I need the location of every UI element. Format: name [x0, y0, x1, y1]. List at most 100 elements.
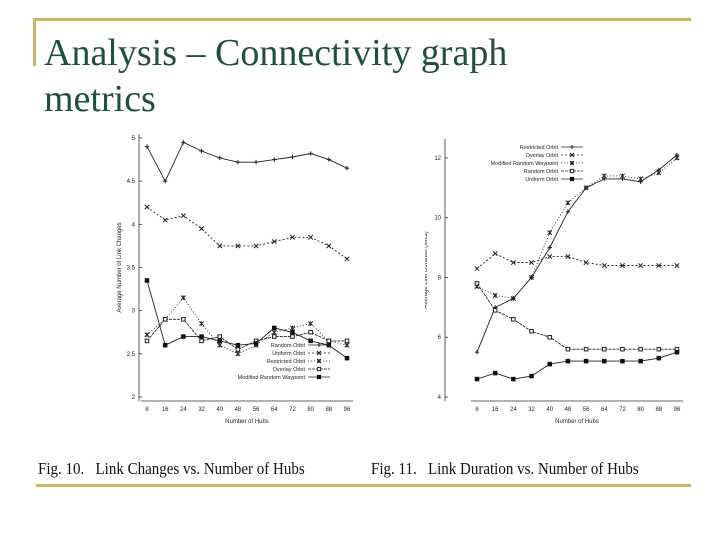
data-point [289, 234, 296, 240]
data-point [144, 144, 150, 149]
data-point [180, 295, 186, 301]
data-point [162, 217, 168, 223]
x-tick-label: 88 [325, 407, 332, 413]
series-line [476, 351, 678, 380]
series-random-orbit [144, 140, 350, 184]
slide-bottom-rule [36, 484, 691, 487]
data-point [674, 155, 680, 161]
data-point [601, 173, 607, 179]
data-point [272, 334, 277, 339]
legend-entry-label: Restricted Orbit [520, 145, 559, 151]
data-point [199, 334, 204, 339]
x-axis-title: Number of Hubs [225, 419, 269, 425]
y-tick-label: 4 [438, 395, 442, 401]
data-point [344, 342, 350, 348]
data-point [638, 346, 643, 352]
legend-entry-marker [316, 358, 322, 364]
data-point [308, 234, 314, 240]
data-point [235, 351, 241, 357]
x-tick-label: 32 [198, 407, 205, 413]
series-line [476, 253, 677, 269]
data-point [344, 166, 350, 171]
series-overlay-orbit [474, 251, 680, 272]
series-line [146, 206, 348, 260]
x-tick-label: 56 [583, 407, 590, 413]
data-point [619, 262, 626, 269]
x-tick-label: 96 [674, 407, 681, 413]
series-restricted-orbit [474, 152, 680, 355]
data-point [199, 338, 204, 344]
data-point [565, 209, 571, 214]
data-point [529, 328, 534, 334]
legend-entry-marker [569, 152, 575, 158]
data-point [344, 256, 350, 262]
legend-entry-marker [570, 145, 574, 149]
y-tick-label: 4 [132, 222, 136, 228]
data-point [638, 358, 643, 364]
data-point [510, 259, 516, 266]
x-tick-label: 48 [235, 407, 242, 413]
data-point [272, 157, 277, 162]
data-point [601, 262, 607, 269]
data-point [620, 346, 625, 352]
y-tick-label: 10 [434, 216, 441, 222]
data-point [547, 334, 552, 340]
data-point [290, 154, 295, 160]
data-point [474, 281, 480, 286]
data-point [565, 200, 571, 206]
data-point [180, 213, 186, 219]
legend-entry-marker [316, 374, 322, 380]
data-point [547, 361, 552, 367]
x-tick-label: 16 [492, 407, 499, 413]
y-tick-label: 2.5 [127, 352, 136, 358]
data-point [290, 329, 295, 335]
y-tick-label: 4.5 [127, 179, 136, 185]
data-point [144, 204, 150, 210]
data-point [235, 159, 241, 165]
series-modified-random-waypoint [474, 155, 680, 301]
data-point [217, 338, 222, 344]
data-point [528, 274, 535, 281]
x-tick-label: 80 [637, 407, 644, 413]
data-point [638, 262, 644, 269]
legend-entry-label: Uniform Orbit [525, 177, 558, 183]
data-point [308, 338, 313, 344]
x-tick-label: 8 [475, 407, 479, 413]
data-point [583, 185, 589, 191]
data-point [620, 358, 625, 364]
x-tick-label: 96 [344, 407, 351, 413]
x-tick-label: 72 [619, 407, 626, 413]
legend-entry-label: Random Orbit [271, 343, 306, 349]
data-point [528, 259, 535, 266]
y-tick-label: 6 [438, 335, 442, 341]
data-point [674, 262, 680, 269]
data-point [326, 243, 332, 249]
y-tick-label: 8 [438, 275, 442, 281]
data-point [638, 176, 644, 182]
data-point [217, 334, 222, 339]
data-point [199, 148, 204, 154]
link-duration-chart: 4 6 8 10 12 8 16 24 32 40 48 56 64 72 80 88 96 Number of … [425, 139, 683, 425]
slide-title: Analysis – Connectivity graph metrics [44, 30, 644, 122]
data-point [492, 308, 498, 313]
y-tick-label: 3.5 [127, 266, 136, 272]
data-point [181, 140, 186, 145]
data-point [474, 376, 480, 382]
data-point [492, 292, 498, 298]
data-point [529, 373, 534, 379]
data-point [144, 278, 150, 283]
data-point [162, 342, 168, 348]
legend-entry-marker [317, 343, 321, 347]
chart-legend: Restricted Orbit Overlay Orbit Modified Ra… [491, 145, 583, 183]
data-point [181, 317, 186, 322]
y-tick-label: 12 [434, 156, 441, 162]
data-point [619, 173, 626, 179]
x-tick-label: 88 [655, 407, 662, 413]
x-tick-label: 80 [307, 407, 314, 413]
data-point [583, 346, 589, 352]
data-point [602, 358, 607, 364]
legend-entry-label: Overlay Orbit [526, 153, 559, 159]
y-tick-label: 3 [132, 309, 136, 315]
series-overlay-orbit [144, 317, 350, 352]
data-point [492, 370, 498, 376]
